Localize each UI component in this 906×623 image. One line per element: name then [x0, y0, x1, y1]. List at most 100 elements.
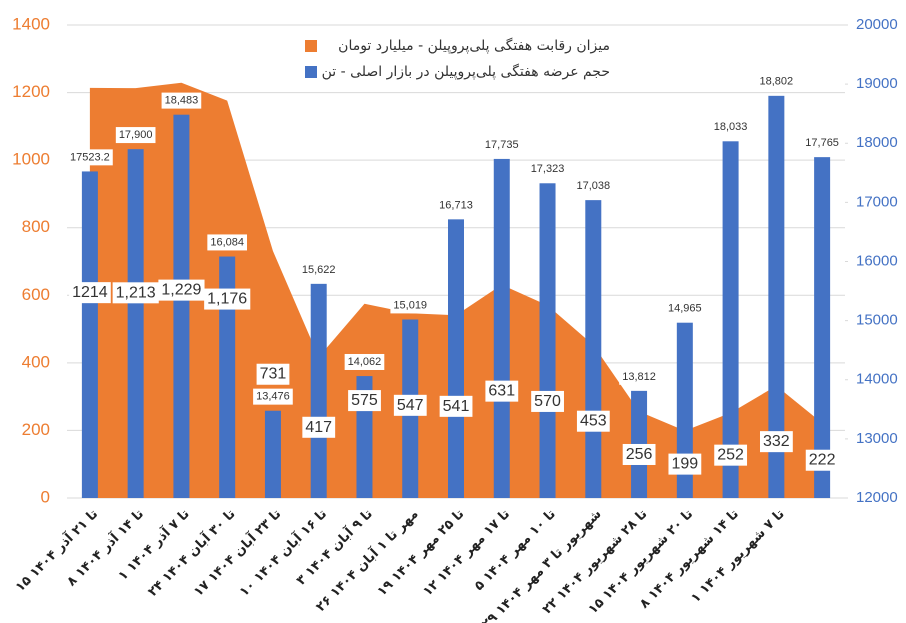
bar [768, 95, 785, 498]
y2-tick-label: 12000 [856, 489, 898, 506]
data-label-box [158, 279, 205, 301]
data-label: 13,812 [622, 371, 656, 383]
data-label-box [161, 92, 202, 109]
y-tick-label: 600 [22, 285, 50, 304]
data-label: 575 [351, 392, 378, 409]
data-label-group: 1,176 [204, 288, 251, 310]
y2-tick-label: 17000 [856, 193, 898, 210]
bar [127, 149, 144, 498]
data-label: 547 [397, 397, 424, 414]
data-label: 1,213 [116, 284, 156, 301]
data-label-group: 731 [256, 363, 290, 385]
data-label-box [760, 431, 793, 453]
data-label-box [622, 443, 656, 465]
data-label-box [207, 234, 248, 251]
data-label-box [802, 135, 842, 152]
data-label-box [573, 178, 614, 195]
data-label-box [256, 363, 290, 385]
data-label-group: 14,062 [344, 353, 385, 370]
data-label-group: 17,765 [802, 135, 842, 152]
x-tick-label: ۱ تا ۷ شهریور ۱۴۰۴ [688, 507, 787, 606]
x-tick-label: ۵ تا ۱۰ مهر ۱۴۰۴ [472, 507, 559, 594]
bar [585, 200, 602, 499]
y2-tick-label: 16000 [856, 252, 898, 269]
y-tick-label: 800 [22, 217, 50, 236]
data-label-box [531, 390, 564, 412]
y-tick-label: 1200 [12, 82, 50, 101]
data-label: 1,176 [207, 291, 247, 308]
data-label: 1214 [72, 284, 108, 301]
data-label-box [527, 161, 568, 178]
data-label-box [69, 282, 111, 304]
y2-tick-label: 13000 [856, 430, 898, 447]
data-label: 256 [626, 446, 653, 463]
data-label-box [481, 136, 522, 153]
data-label-group: 17,323 [527, 161, 568, 178]
data-label-group: 417 [302, 416, 336, 438]
data-label: 417 [305, 419, 332, 436]
data-label: 18,033 [714, 121, 748, 133]
data-label-box [436, 197, 476, 214]
bar [219, 256, 236, 498]
data-label: 332 [763, 433, 790, 450]
x-tick-label: ۳ تا ۹ آبان ۱۴۰۴ [292, 505, 375, 588]
data-label-group: 17,038 [573, 178, 614, 195]
data-label-box [298, 261, 339, 278]
data-label-box [710, 119, 751, 136]
data-label-box [576, 410, 610, 432]
y2-tick-label: 15000 [856, 312, 898, 329]
data-label: 731 [260, 366, 287, 383]
data-label-group: 18,483 [161, 92, 202, 109]
data-label-box [714, 444, 748, 466]
y2-tick-label: 19000 [856, 75, 898, 92]
data-label-group: 1,213 [112, 282, 159, 304]
bar [539, 183, 556, 498]
data-label-group: 222 [805, 449, 839, 471]
data-label: 631 [488, 383, 515, 400]
data-label-box [756, 73, 797, 90]
bar [310, 283, 327, 498]
legend-label: میزان رقابت هفتگی پلی‌پروپیلن - میلیارد … [338, 37, 610, 54]
data-label-group: 1214 [69, 282, 111, 304]
data-label-group: 541 [439, 395, 473, 417]
data-label: 14,965 [668, 303, 702, 315]
data-label-box [664, 300, 705, 317]
legend-swatch [305, 66, 317, 78]
data-label-group: 547 [393, 394, 427, 416]
y-tick-label: 400 [22, 352, 50, 371]
data-label-group: 16,084 [207, 234, 248, 251]
data-label: 570 [534, 393, 561, 410]
data-label: 16,084 [210, 236, 244, 248]
data-label: 13,476 [256, 391, 290, 403]
data-label: 541 [443, 398, 470, 415]
data-label-box [390, 297, 431, 314]
data-label-group: 453 [576, 410, 610, 432]
data-label: 17,323 [531, 163, 565, 175]
data-label: 1,229 [161, 282, 201, 299]
data-label-group: 17,900 [115, 127, 156, 144]
bar [264, 410, 281, 498]
bar [448, 219, 464, 498]
data-label: 14,062 [348, 356, 382, 368]
data-label-group: 18,802 [756, 73, 797, 90]
data-label-box [115, 127, 156, 144]
data-label-group: 16,713 [436, 197, 476, 214]
data-label-group: 17,735 [481, 136, 522, 153]
x-tick-label: ۱۲ تا ۱۷ مهر ۱۴۰۴ [420, 507, 513, 600]
y2-tick-label: 20000 [856, 16, 898, 33]
y2-tick-label: 18000 [856, 134, 898, 151]
data-label: 199 [671, 456, 698, 473]
data-label-group: 252 [714, 444, 748, 466]
data-label: 15,622 [302, 264, 336, 276]
y-tick-label: 200 [22, 420, 50, 439]
y-tick-label: 1000 [12, 150, 50, 169]
data-label: 453 [580, 413, 607, 430]
data-label-box [668, 453, 702, 475]
data-label-group: 1,229 [158, 279, 205, 301]
x-tick-label: ۸ تا ۱۴ آذر ۱۴۰۴ [63, 505, 147, 589]
x-tick-label: ۱۷ تا ۲۳ آبان ۱۴۰۴ [190, 505, 285, 600]
x-tick-label: ۱۹ تا ۲۵ مهر ۱۴۰۴ [375, 507, 468, 600]
data-label-box [439, 395, 473, 417]
data-label: 16,713 [439, 199, 473, 211]
data-label-group: 631 [485, 380, 519, 402]
